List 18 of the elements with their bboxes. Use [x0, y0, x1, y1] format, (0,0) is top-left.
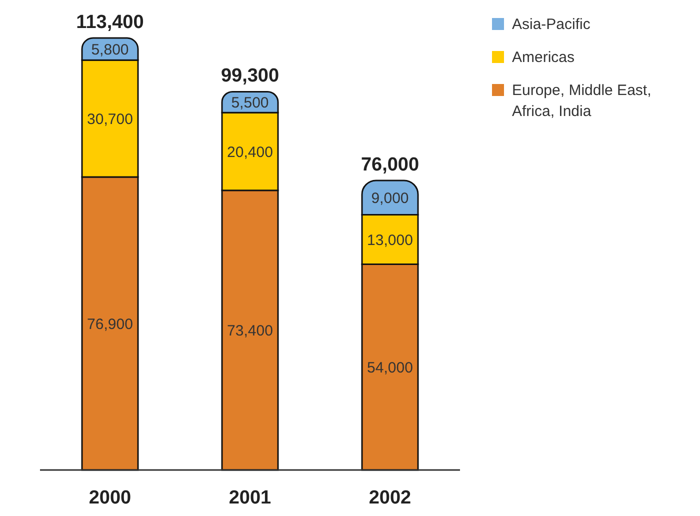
data-label: 76,900 — [87, 316, 133, 333]
data-label: 54,000 — [367, 359, 413, 376]
data-label: 9,000 — [371, 190, 409, 207]
data-label: 5,500 — [231, 94, 269, 112]
legend-label: Europe, Middle East, Africa, India — [512, 81, 652, 122]
data-label: 30,700 — [87, 110, 133, 128]
data-label: 20,400 — [227, 144, 273, 161]
data-label: 73,400 — [227, 322, 273, 340]
x-tick-label: 2002 — [368, 487, 412, 508]
x-tick-label: 2001 — [228, 487, 272, 508]
data-label: 5,800 — [91, 41, 129, 58]
total-label: 99,300 — [220, 66, 280, 87]
x-tick-label: 2000 — [88, 487, 132, 508]
total-label: 113,400 — [76, 12, 144, 33]
data-label: 13,000 — [367, 232, 413, 249]
legend-label: Asia-Pacific — [512, 15, 590, 35]
legend-label: Americas — [512, 48, 575, 68]
total-label: 76,000 — [360, 154, 420, 176]
